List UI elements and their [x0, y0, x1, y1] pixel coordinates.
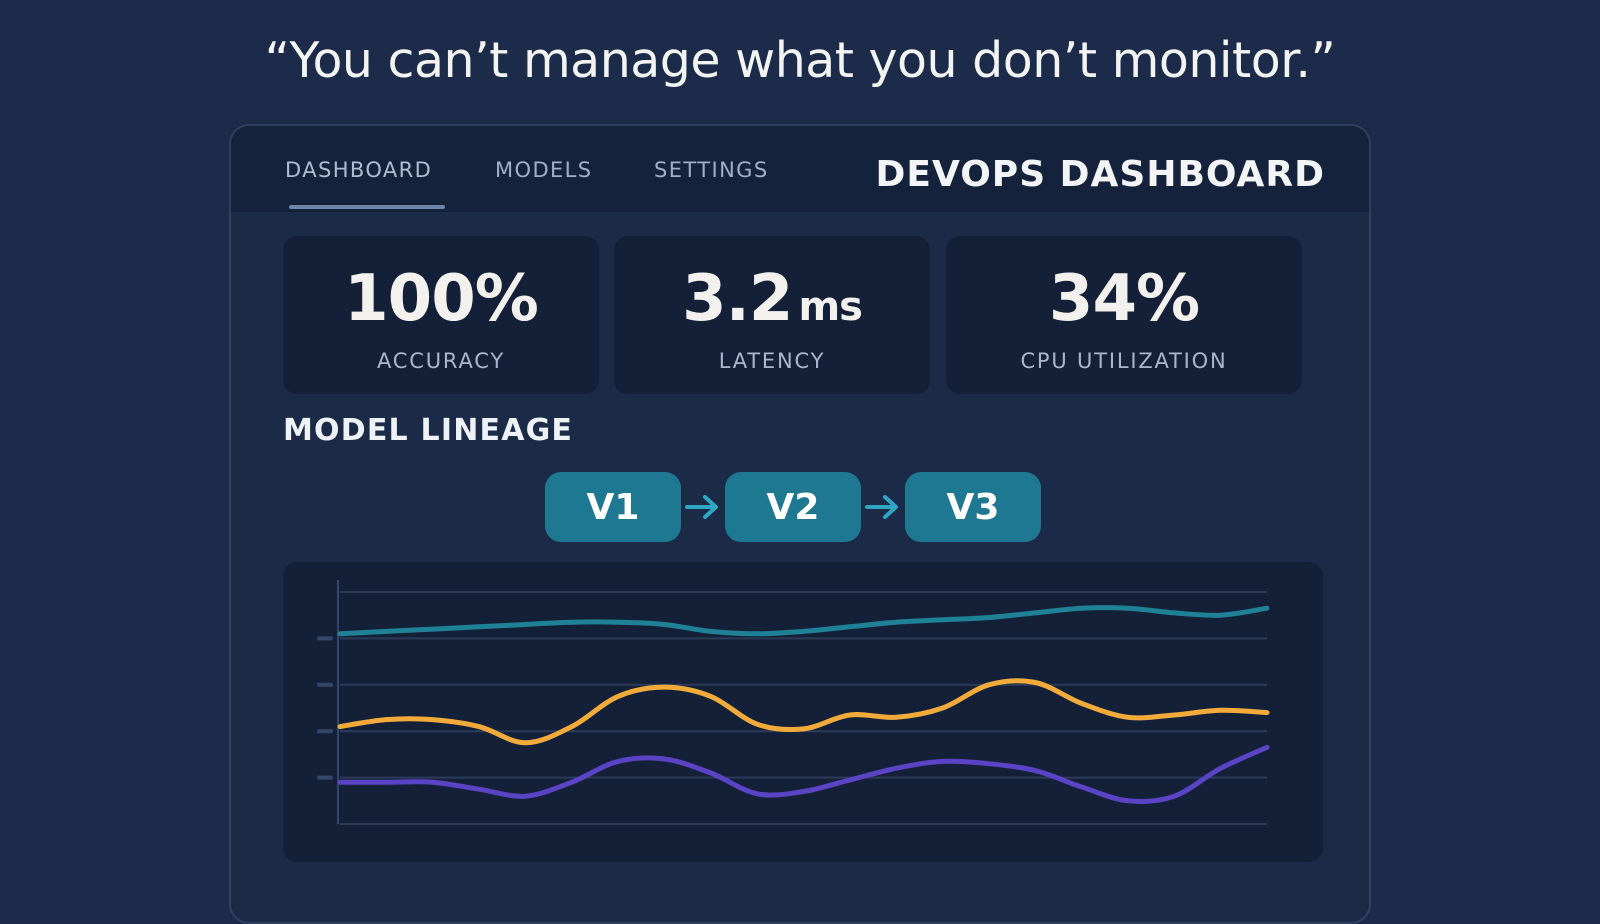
line-chart-svg [317, 580, 1270, 825]
tab-settings[interactable]: SETTINGS [654, 158, 769, 182]
metric-label: ACCURACY [377, 349, 505, 373]
metric-value: 34% [946, 262, 1302, 336]
metrics-line-chart [283, 562, 1323, 862]
series-line-1 [337, 605, 1270, 637]
metric-label: LATENCY [718, 349, 826, 373]
series-line-3 [337, 744, 1270, 804]
metric-number: 34% [1048, 262, 1200, 336]
metric-card-cpu: 34% CPU UTILIZATION [946, 236, 1302, 394]
metric-number: 3.2 [682, 262, 793, 336]
version-node-v2[interactable]: V2 [725, 472, 861, 542]
version-node-v3[interactable]: V3 [905, 472, 1041, 542]
active-tab-indicator [289, 205, 445, 209]
metric-value: 3.2 ms [614, 262, 930, 336]
quote-heading: “You can’t manage what you don’t monitor… [264, 32, 1336, 89]
metric-number: 100% [344, 262, 539, 336]
metric-label: CPU UTILIZATION [1020, 349, 1228, 373]
metric-card-accuracy: 100% ACCURACY [283, 236, 599, 394]
metric-value: 100% [283, 262, 599, 336]
arrow-right-icon [685, 495, 718, 519]
app-title: DEVOPS DASHBOARD [875, 154, 1325, 195]
model-lineage-title: MODEL LINEAGE [283, 413, 574, 448]
metric-card-latency: 3.2 ms LATENCY [614, 236, 930, 394]
version-node-v1[interactable]: V1 [545, 472, 681, 542]
tab-models[interactable]: MODELS [495, 158, 593, 182]
top-navigation-bar: DASHBOARD MODELS SETTINGS DEVOPS DASHBOA… [231, 126, 1369, 212]
arrow-right-icon [865, 495, 898, 519]
tab-dashboard[interactable]: DASHBOARD [285, 158, 433, 182]
dashboard-panel: DASHBOARD MODELS SETTINGS DEVOPS DASHBOA… [229, 124, 1371, 924]
series-line-2 [337, 678, 1270, 746]
metric-unit: ms [798, 284, 862, 330]
